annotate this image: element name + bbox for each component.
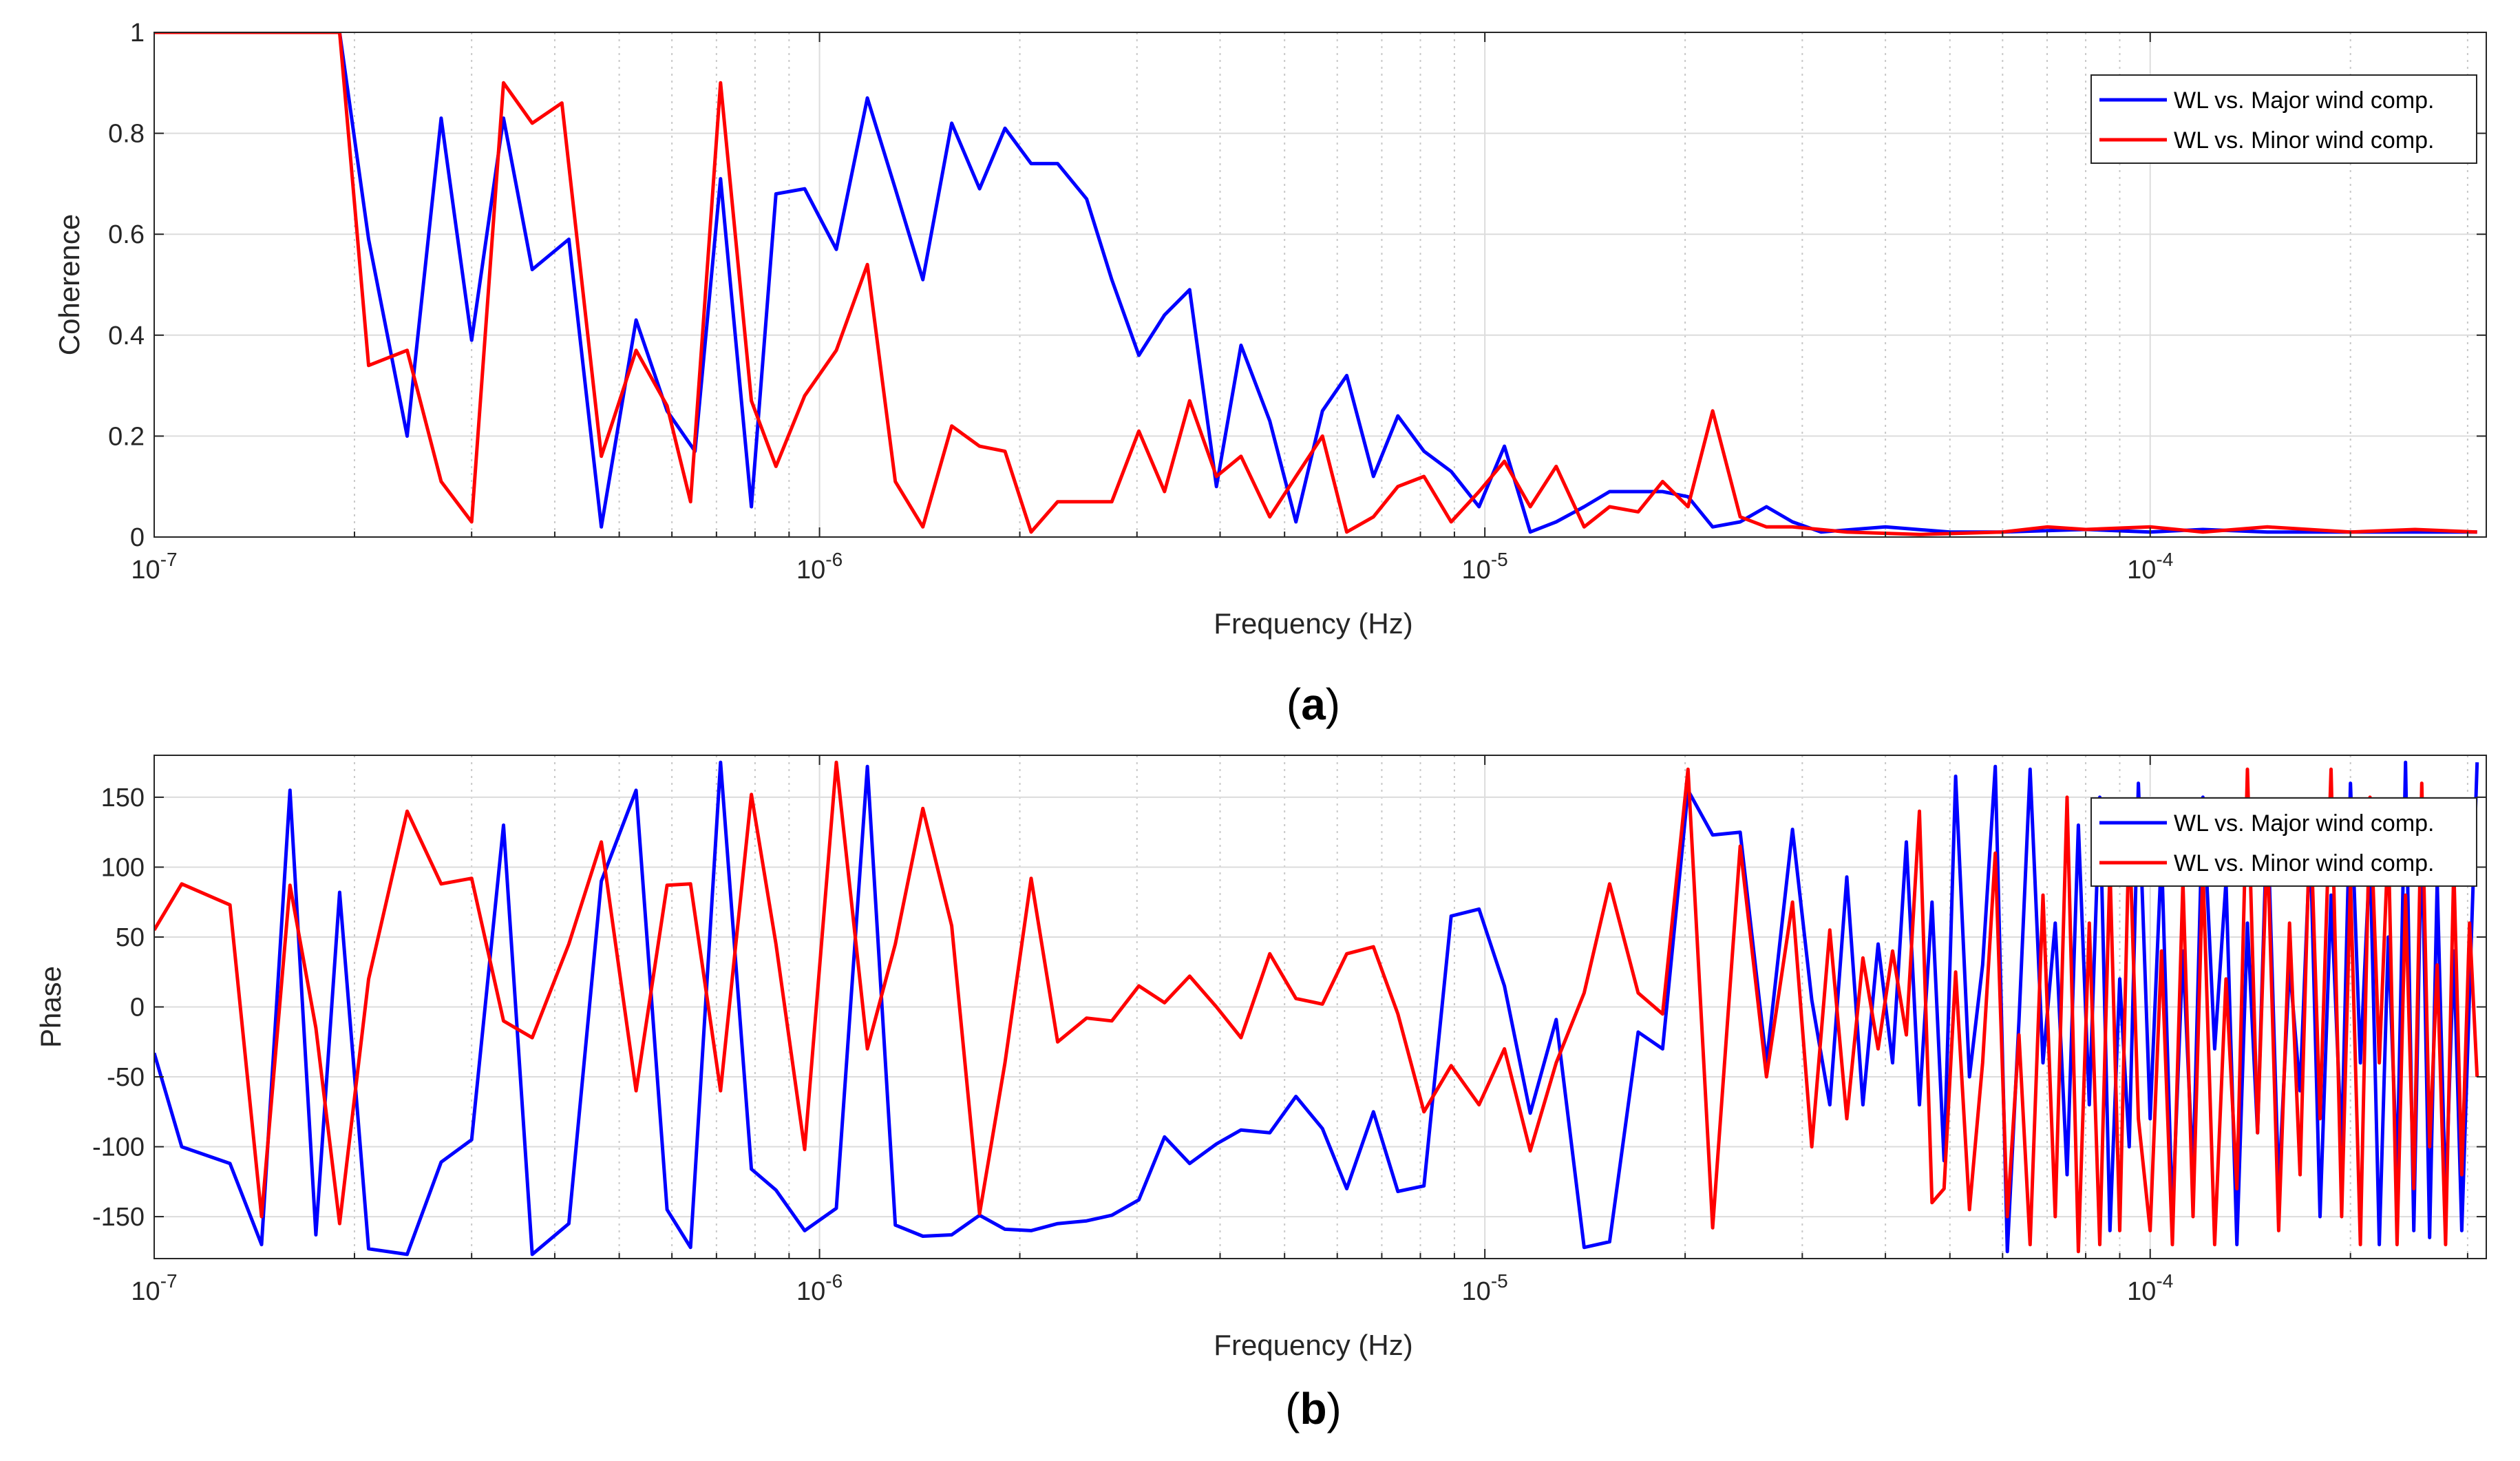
legend-box bbox=[2090, 74, 2477, 164]
x-tick-label: 10-4 bbox=[2127, 1270, 2173, 1306]
y-tick-label: 0.8 bbox=[108, 120, 145, 149]
y-tick-label: 50 bbox=[116, 923, 145, 952]
panel-b: -150 -100 -50 0 50 100 150 10-7 10-6 10-5 10-4 Freq… bbox=[34, 755, 2487, 1433]
series-line-major bbox=[154, 32, 2477, 534]
x-tick-label: 10-5 bbox=[1462, 549, 1508, 585]
panel-a: 0 0.2 0.4 0.6 0.8 1 10-7 10-6 10-5 10-4 Frequency … bbox=[53, 19, 2487, 729]
legend-label-minor: WL vs. Minor wind comp. bbox=[2174, 127, 2435, 154]
x-tick-label: 10-7 bbox=[131, 1270, 177, 1306]
legend: WL vs. Major wind comp. WL vs. Minor wind… bbox=[2090, 797, 2477, 887]
y-tick-label: 0 bbox=[130, 994, 145, 1022]
x-axis-label: Frequency (Hz) bbox=[1214, 1329, 1412, 1361]
y-tick-label: 0.2 bbox=[108, 422, 145, 451]
panel-label: (b) bbox=[1285, 1384, 1342, 1433]
x-axis-label: Frequency (Hz) bbox=[1214, 607, 1412, 640]
y-tick-label: 150 bbox=[101, 784, 145, 812]
legend-label-minor: WL vs. Minor wind comp. bbox=[2174, 850, 2435, 876]
x-tick-label: 10-4 bbox=[2127, 549, 2173, 585]
y-tick-label: -50 bbox=[107, 1063, 145, 1092]
legend: WL vs. Major wind comp. WL vs. Minor wind… bbox=[2090, 74, 2477, 164]
legend-label-major: WL vs. Major wind comp. bbox=[2174, 87, 2435, 114]
x-tick-label: 10-6 bbox=[796, 549, 843, 585]
series-line-minor bbox=[154, 32, 2477, 536]
y-tick-label: -100 bbox=[92, 1133, 145, 1162]
y-tick-label: 0.4 bbox=[108, 322, 145, 350]
x-tick-label: 10-5 bbox=[1462, 1270, 1508, 1306]
panel-label: (a) bbox=[1287, 680, 1340, 729]
axes-box bbox=[153, 32, 2487, 538]
series-line-major bbox=[154, 760, 2479, 1257]
legend-box bbox=[2090, 797, 2477, 887]
y-tick-label: 100 bbox=[101, 853, 145, 882]
y-tick-label: 0.6 bbox=[108, 220, 145, 249]
y-tick-label: 0 bbox=[130, 523, 145, 552]
y-tick-label: 1 bbox=[130, 19, 145, 48]
y-axis-label: Phase bbox=[34, 966, 67, 1048]
y-axis-label: Coherence bbox=[53, 214, 85, 355]
x-tick-label: 10-6 bbox=[796, 1270, 843, 1306]
y-tick-label: -150 bbox=[92, 1203, 145, 1232]
legend-label-major: WL vs. Major wind comp. bbox=[2174, 810, 2435, 837]
series-line-minor bbox=[154, 760, 2479, 1254]
x-tick-label: 10-7 bbox=[131, 549, 177, 585]
